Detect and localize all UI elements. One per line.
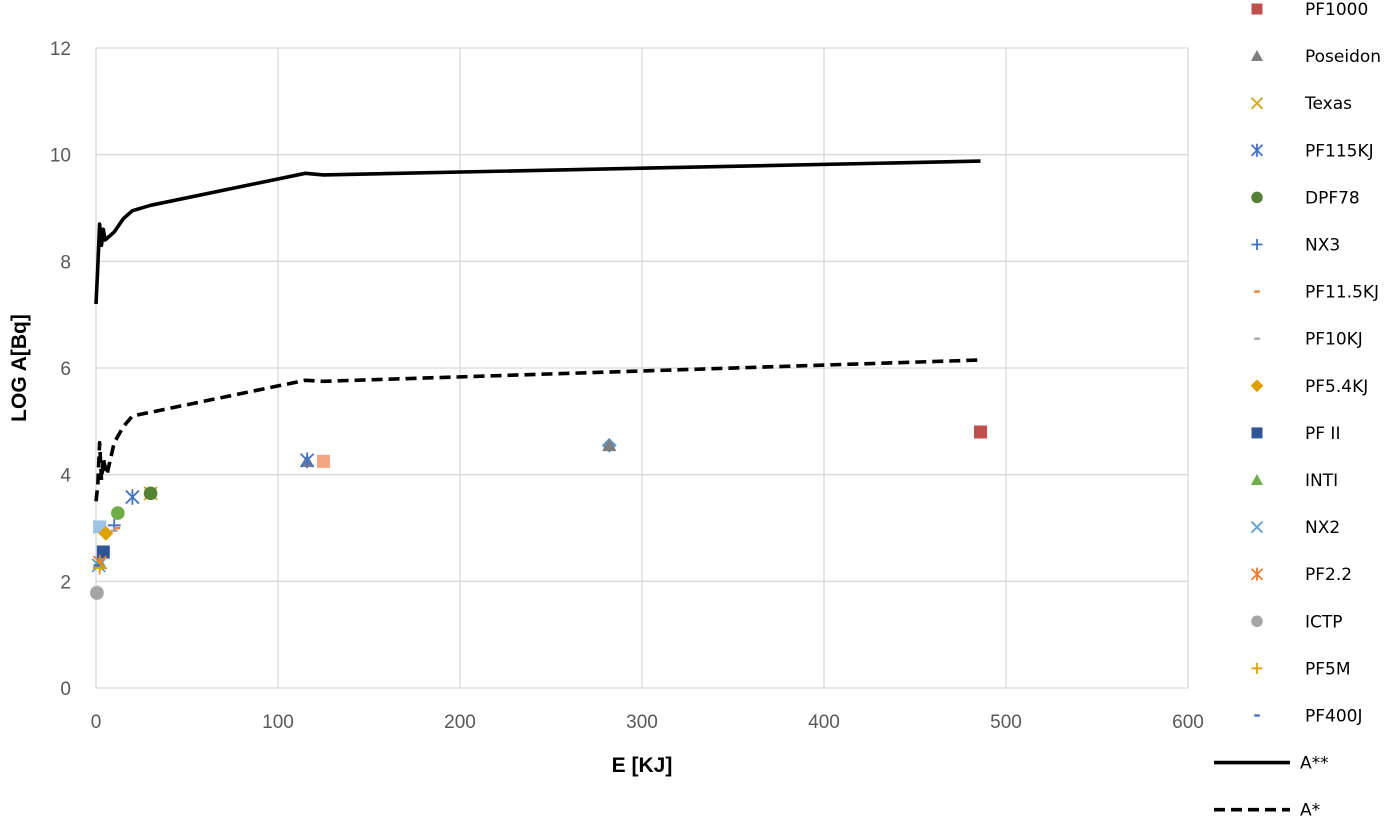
x-tick-label: 200 xyxy=(444,712,476,733)
legend-marker xyxy=(1250,567,1264,581)
legend-marker xyxy=(1250,473,1264,485)
x-tick-label: 400 xyxy=(808,712,840,733)
x-tick-label: 600 xyxy=(1172,712,1204,733)
series-line-Astar xyxy=(94,358,981,502)
x-axis-title: E [KJ] xyxy=(612,754,673,777)
legend-label: A* xyxy=(1300,801,1320,817)
legend-label: PF5M xyxy=(1305,659,1351,679)
x-tick-label: 500 xyxy=(990,712,1022,733)
legend-marker xyxy=(1251,427,1263,439)
legend-marker xyxy=(1251,239,1263,250)
legend-label: PF10KJ xyxy=(1305,330,1363,350)
y-tick-label: 2 xyxy=(60,572,71,593)
legend-label: Texas xyxy=(1304,94,1352,114)
legend-label: PF5.4KJ xyxy=(1305,377,1368,397)
legend-label: A** xyxy=(1300,754,1329,774)
x-tick-label: 0 xyxy=(91,712,102,733)
legend: PF1000 Poseidon Texas PF115KJ DPF78 NX3 PF11.5… xyxy=(1214,0,1381,817)
y-tick-label: 6 xyxy=(60,359,71,380)
legend-label: ICTP xyxy=(1305,612,1343,632)
data-point xyxy=(98,525,114,541)
legend-label: PF1000 xyxy=(1305,0,1368,20)
data-point xyxy=(96,545,110,559)
data-point xyxy=(93,561,107,575)
legend-marker xyxy=(1250,97,1264,110)
legend-marker xyxy=(1250,379,1264,393)
y-tick-label: 0 xyxy=(60,679,71,700)
legend-marker xyxy=(1250,520,1264,534)
series-line-Astarstar xyxy=(94,159,981,305)
y-axis-title: LOG A[Bq] xyxy=(8,314,31,422)
x-tick-label: 100 xyxy=(262,712,294,733)
legend-marker xyxy=(1251,662,1263,674)
tick-labels: 0 2 4 6 8 10 12 0 100 200 300 400 500 600 xyxy=(50,39,1204,733)
data-point xyxy=(974,425,988,439)
legend-label: PF II xyxy=(1305,424,1340,444)
legend-label: PF115KJ xyxy=(1305,141,1374,161)
legend-marker xyxy=(1251,615,1263,628)
legend-marker xyxy=(1251,191,1263,204)
data-point xyxy=(602,438,617,452)
x-tick-label: 300 xyxy=(626,712,658,733)
data-point xyxy=(111,506,125,520)
legend-label: PF400J xyxy=(1305,707,1363,727)
legend-label: INTI xyxy=(1305,471,1338,491)
legend-marker xyxy=(1251,3,1263,15)
data-point xyxy=(299,452,315,469)
series-lines xyxy=(94,159,981,502)
gridlines xyxy=(95,47,1189,689)
y-tick-label: 4 xyxy=(60,466,71,487)
legend-label: NX2 xyxy=(1305,518,1340,538)
y-tick-label: 8 xyxy=(60,252,71,273)
legend-label: PF11.5KJ xyxy=(1305,283,1379,303)
data-point xyxy=(125,489,140,505)
data-points xyxy=(90,425,988,600)
legend-marker xyxy=(1250,143,1264,157)
legend-label: DPF78 xyxy=(1305,188,1360,208)
data-point xyxy=(90,586,104,600)
legend-marker xyxy=(1250,50,1264,62)
legend-label: NX3 xyxy=(1305,236,1340,256)
data-point xyxy=(317,454,330,468)
y-tick-label: 12 xyxy=(50,39,71,60)
legend-label: PF2.2 xyxy=(1305,565,1352,585)
y-tick-label: 10 xyxy=(50,146,71,167)
data-point xyxy=(143,486,158,501)
legend-label: Poseidon xyxy=(1305,47,1381,67)
